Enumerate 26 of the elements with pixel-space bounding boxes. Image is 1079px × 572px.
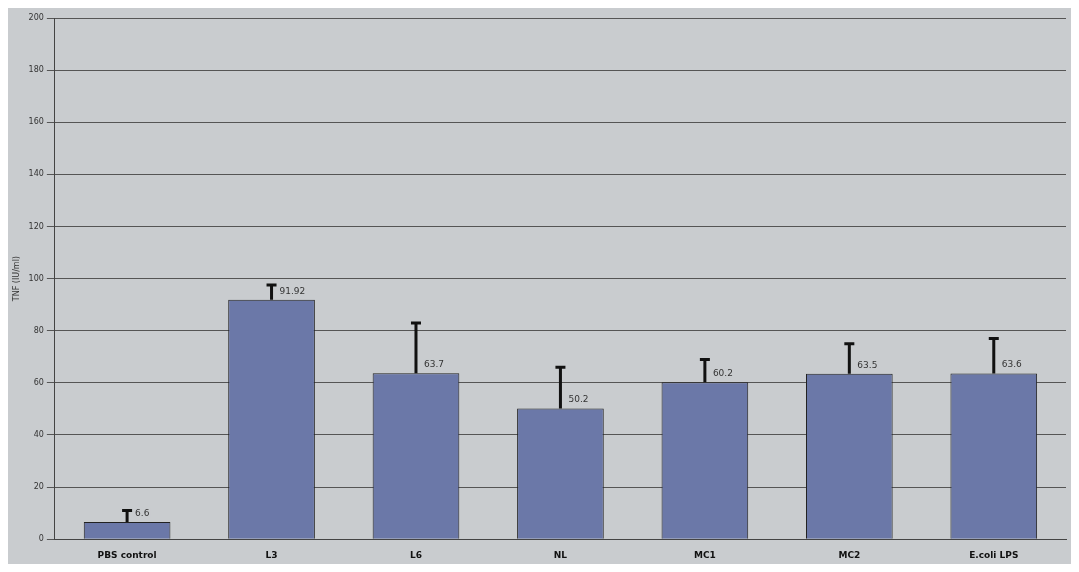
y-tick-label: 80 — [33, 325, 44, 335]
y-tick-label: 200 — [28, 13, 44, 23]
x-tick-label: L3 — [265, 549, 278, 560]
y-tick-label: 40 — [33, 430, 44, 440]
x-tick-label: PBS control — [97, 549, 157, 560]
x-tick-label: L6 — [409, 549, 422, 560]
data-label: 63.6 — [1001, 359, 1023, 370]
x-tick-label: E.coli LPS — [969, 549, 1019, 560]
y-tick-label: 100 — [28, 273, 44, 283]
data-label: 91.92 — [279, 285, 306, 296]
x-tick-label: MC1 — [693, 549, 716, 560]
y-tick-label: 160 — [28, 117, 44, 127]
y-tick-label: 140 — [28, 169, 44, 179]
x-tick-label: NL — [553, 549, 568, 560]
y-tick-label: 180 — [28, 65, 44, 75]
data-label: 6.6 — [135, 507, 150, 518]
y-tick-label: 20 — [33, 482, 44, 492]
y-tick-label: 60 — [33, 377, 44, 387]
data-label: 63.7 — [423, 359, 445, 370]
data-label: 60.2 — [712, 368, 733, 379]
y-axis-title: TNF (IU/ml) — [11, 256, 21, 303]
y-tick-label: 120 — [28, 221, 44, 231]
y-tick-label: 0 — [38, 534, 44, 544]
x-tick-label: MC2 — [838, 549, 861, 560]
data-label: 63.5 — [857, 359, 878, 370]
data-label: 50.2 — [568, 394, 589, 405]
